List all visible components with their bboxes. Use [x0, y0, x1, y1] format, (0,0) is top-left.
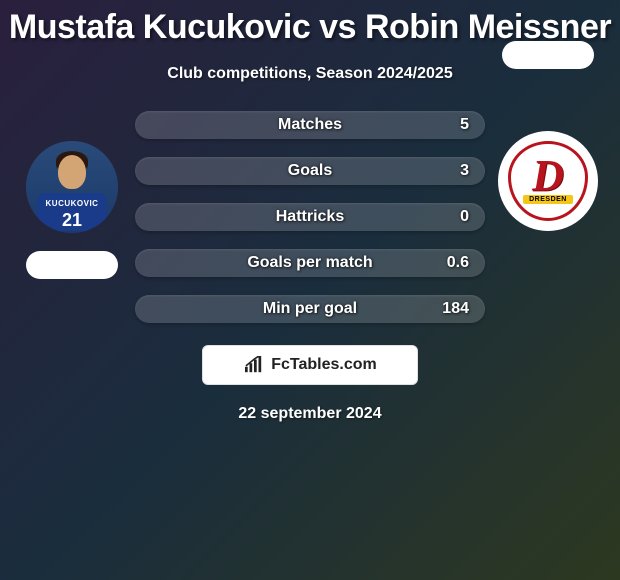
stats-column: Matches 5 Goals 3 Hattricks 0 Goals per … [135, 111, 485, 323]
club-badge-right: D DRESDEN [498, 131, 598, 231]
club-badge-left [26, 251, 118, 279]
brand-badge: FcTables.com [202, 345, 418, 385]
badge-letter: D [532, 150, 564, 201]
chart-icon [243, 356, 265, 374]
stat-row-gpm: Goals per match 0.6 [135, 249, 485, 277]
stat-row-hattricks: Hattricks 0 [135, 203, 485, 231]
stat-row-goals: Goals 3 [135, 157, 485, 185]
player-right-column: D DRESDEN [493, 131, 603, 231]
player-left-column: KUCUKOVIC 21 [17, 141, 127, 279]
badge-city: DRESDEN [523, 195, 573, 204]
stat-label: Goals [288, 162, 332, 180]
stat-value-right: 0 [460, 208, 469, 226]
player-left-avatar: KUCUKOVIC 21 [26, 141, 118, 233]
stat-value-right: 5 [460, 116, 469, 134]
stat-row-matches: Matches 5 [135, 111, 485, 139]
page-title: Mustafa Kucukovic vs Robin Meissner [0, 0, 620, 47]
stat-label: Hattricks [276, 208, 344, 226]
stat-label: Goals per match [247, 254, 372, 272]
stat-label: Min per goal [263, 300, 357, 318]
jersey-name: KUCUKOVIC [46, 199, 99, 208]
dynamo-badge: D DRESDEN [508, 141, 588, 221]
stat-label: Matches [278, 116, 342, 134]
stat-value-right: 3 [460, 162, 469, 180]
stat-row-mpg: Min per goal 184 [135, 295, 485, 323]
stat-value-right: 184 [442, 300, 469, 318]
avatar-head [58, 155, 86, 189]
date-text: 22 september 2024 [0, 405, 620, 423]
club-badge-right-pill [502, 41, 594, 69]
jersey-number: 21 [62, 210, 82, 231]
stat-value-right: 0.6 [447, 254, 469, 272]
avatar-jersey: KUCUKOVIC 21 [37, 193, 107, 231]
comparison-content: KUCUKOVIC 21 Matches 5 Goals 3 Hattricks… [0, 111, 620, 323]
brand-text: FcTables.com [271, 356, 377, 374]
